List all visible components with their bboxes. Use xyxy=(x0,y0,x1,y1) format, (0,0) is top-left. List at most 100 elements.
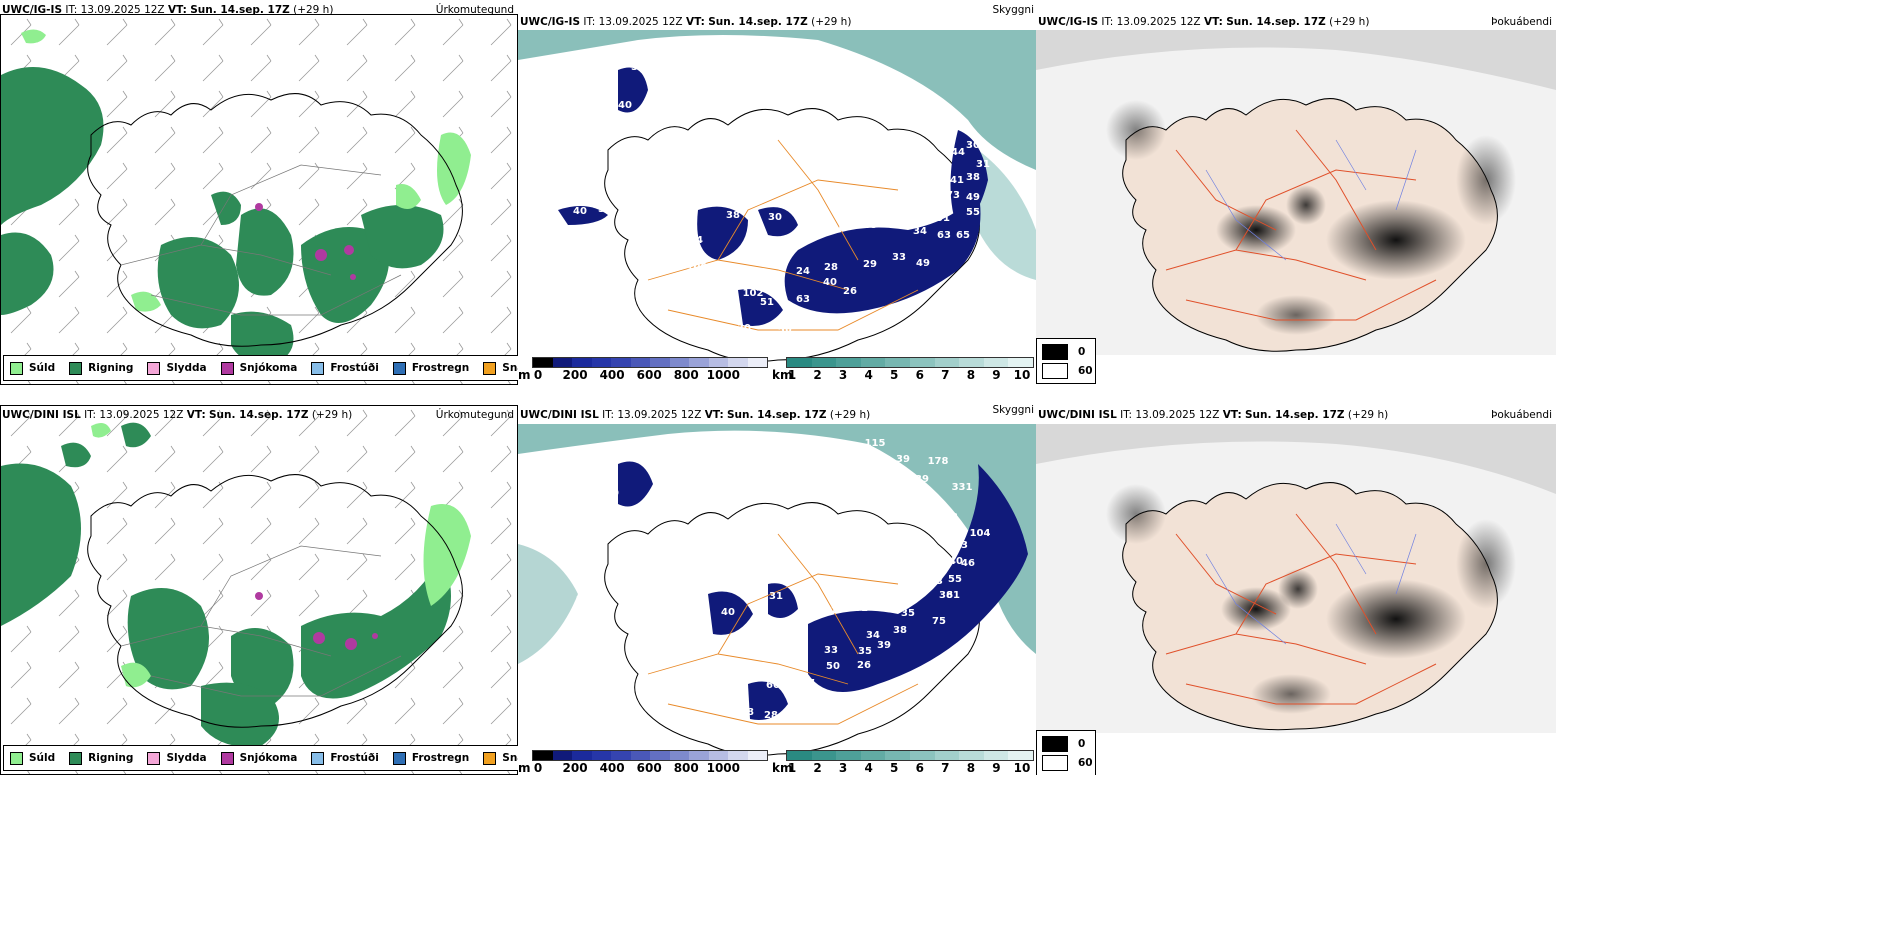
legend-swatch xyxy=(10,751,23,765)
cloud-base-label: 331 xyxy=(952,482,973,493)
cloudbase-colorbar-step xyxy=(650,751,670,760)
cloud-base-label: 26 xyxy=(857,660,871,671)
cloud-base-label: 55 xyxy=(631,62,645,73)
cloud-base-label: 33 xyxy=(954,540,968,551)
legend-item: Snæhagl xyxy=(483,361,518,375)
island-fill xyxy=(604,502,980,756)
cloudbase-colorbar-tick: 0 xyxy=(533,368,543,382)
cloudbase-map-svg: 55 40 70 31 71 40 51 38 30 54 116 48 100 24 28 29 33 40 34… xyxy=(518,30,1036,362)
cloudbase-colorbar-step xyxy=(611,358,631,367)
rain-area xyxy=(1,422,451,747)
cloud-base-label: 29 xyxy=(863,259,877,270)
cloudbase-colorbar-gradient xyxy=(532,357,768,368)
cloudbase-colorbar-step xyxy=(572,751,592,760)
cloud-base-label: 116 xyxy=(825,223,846,234)
cloudbase-colorbar-gradient xyxy=(532,750,768,761)
cloud-base-label: 38 xyxy=(966,172,980,183)
precip-map[interactable] xyxy=(0,14,518,385)
legend-label: Rigning xyxy=(88,752,134,764)
cloudbase-colorbar-tick: 0 xyxy=(533,761,543,775)
cloudbase-colorbar-step xyxy=(747,751,767,760)
cloudbase-colorbar-step xyxy=(611,751,631,760)
cloud-base-label: 73 xyxy=(946,190,960,201)
cloud-base-label: 54 xyxy=(689,235,703,246)
legend-swatch xyxy=(311,361,325,375)
cloud-base-label: 30 xyxy=(737,323,751,334)
cloudbase-map[interactable]: 115 39 178 39 331 31 70 60 33 30 104 33 40 46 41 55 53 61… xyxy=(518,424,1036,775)
fog-map[interactable] xyxy=(1036,30,1556,355)
precip-map-svg xyxy=(1,15,517,384)
cloud-base-label: 55 xyxy=(948,574,962,585)
visibility-colorbar-tick: 5 xyxy=(890,761,899,775)
cloudbase-colorbar-step xyxy=(591,358,611,367)
visibility-colorbar: km 1 2 3 4 5 6 7 8 9 10 xyxy=(772,750,1034,775)
visibility-colorbar-step xyxy=(909,358,935,367)
cloudbase-colorbar-step xyxy=(572,358,592,367)
legend-item: Snjókoma xyxy=(220,361,297,375)
legend-item: Rigning xyxy=(69,751,134,765)
cloud-base-label: 30 xyxy=(941,528,955,539)
cloudbase-colorbar-step xyxy=(630,751,650,760)
cloud-base-label: 101 xyxy=(648,288,669,299)
cloud-base-label: 28 xyxy=(740,707,754,718)
legend-swatch xyxy=(220,361,234,375)
cloud-base-label: 40 xyxy=(721,607,735,618)
legend-item: Snæhagl xyxy=(483,751,518,765)
visibility-colorbar-tick: 8 xyxy=(966,368,976,382)
visibility-colorbar-step xyxy=(811,358,837,367)
fog-panel-row2: UWC/DINI ISL IT: 13.09.2025 12Z VT: Sun.… xyxy=(1036,400,1556,775)
legend-swatch xyxy=(392,751,406,765)
legend-swatch xyxy=(311,751,325,765)
fog-map[interactable] xyxy=(1036,424,1556,733)
cloud-base-label: 34 xyxy=(866,630,880,641)
cloudbase-colorbar-unit: m xyxy=(518,761,531,775)
cloud-base-label: 40 xyxy=(949,556,963,567)
panel-header: UWC/DINI ISL IT: 13.09.2025 12Z VT: Sun.… xyxy=(1036,405,1556,425)
legend-item: Frostregn xyxy=(392,751,469,765)
cloudbase-colorbar-step xyxy=(669,751,689,760)
visibility-colorbar-gradient xyxy=(786,357,1034,368)
cloud-base-label: 70 xyxy=(918,96,932,107)
legend-item: Frostúði xyxy=(311,751,379,765)
visibility-colorbar-tick: 2 xyxy=(813,761,822,775)
legend-item: Slydda xyxy=(147,751,207,765)
cloud-base-label: 31 xyxy=(921,492,935,503)
drizzle-area xyxy=(21,29,471,312)
cloudbase-map[interactable]: 55 40 70 31 71 40 51 38 30 54 116 48 100 24 28 29 33 40 34… xyxy=(518,30,1036,385)
model-name: UWC/IG-IS xyxy=(2,4,63,16)
cloud-base-label: 31 xyxy=(541,140,555,151)
visibility-colorbar-tick: 6 xyxy=(915,761,924,775)
visibility-colorbar-step xyxy=(983,751,1009,760)
precip-panel-row1: UWC/IG-IS IT: 13.09.2025 12Z VT: Sun. 14… xyxy=(0,0,518,385)
cloudbase-colorbar-step xyxy=(591,751,611,760)
legend-label: Slydda xyxy=(166,362,207,374)
legend-label: Slydda xyxy=(166,752,207,764)
visibility-colorbar-tick: 1 xyxy=(787,368,797,382)
panel-header: UWC/DINI ISL IT: 13.09.2025 12Z VT: Sun.… xyxy=(520,409,871,421)
legend-swatch xyxy=(220,751,234,765)
cloudbase-colorbar-tick: 1000 xyxy=(706,368,740,382)
cloud-base-label: 51 xyxy=(760,297,774,308)
visibility-colorbar-tick: 9 xyxy=(992,368,1001,382)
fog-map-svg xyxy=(1036,424,1556,733)
cloud-base-label: 38 xyxy=(939,590,953,601)
legend-item: Frostúði xyxy=(311,361,379,375)
cloud-base-label: 39 xyxy=(877,640,891,651)
visibility-colorbar-step xyxy=(909,751,935,760)
cloud-base-label: 40 xyxy=(823,277,837,288)
cloud-base-label: 48 xyxy=(863,220,877,231)
legend-label: Rigning xyxy=(88,362,134,374)
cloud-base-label: 29 xyxy=(794,654,808,665)
cloud-base-label: 50 xyxy=(826,661,840,672)
visibility-colorbar-step xyxy=(836,358,861,367)
cloud-base-label: 31 xyxy=(976,159,990,170)
precip-map[interactable] xyxy=(0,405,518,775)
visibility-colorbar-step xyxy=(885,358,910,367)
cloud-base-label: 31 xyxy=(769,591,783,602)
cloud-base-label: 104 xyxy=(970,528,991,539)
legend-label: Frostregn xyxy=(411,362,470,374)
cloud-base-label: 101 xyxy=(645,675,666,686)
legend-swatch xyxy=(483,361,497,375)
cloudbase-colorbar-step xyxy=(689,358,709,367)
